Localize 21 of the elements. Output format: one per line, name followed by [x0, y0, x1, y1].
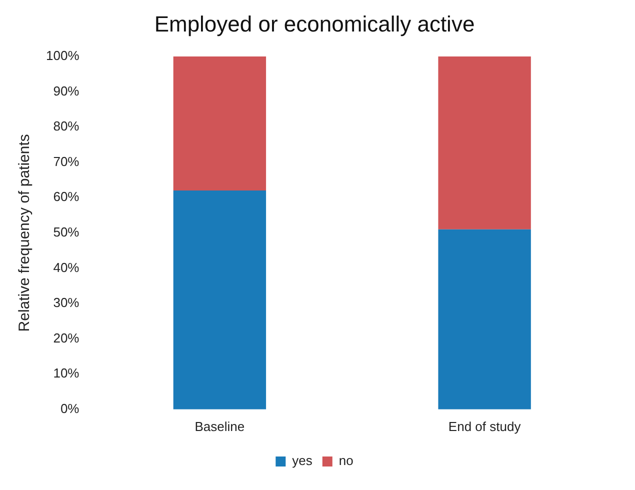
y-tick-label: 40%	[53, 260, 80, 275]
y-tick-label: 10%	[53, 366, 80, 381]
y-tick-label: 80%	[53, 118, 80, 134]
bar	[438, 56, 531, 230]
y-tick-label: 30%	[53, 295, 80, 310]
x-tick-label: Baseline	[194, 418, 245, 434]
bar	[173, 56, 266, 191]
y-tick-label: 70%	[53, 154, 80, 169]
x-tick-label: End of study	[448, 418, 522, 434]
bar	[173, 190, 266, 410]
bar	[438, 229, 531, 410]
y-tick-label: 50%	[53, 224, 80, 240]
y-tick-label: 60%	[53, 189, 80, 204]
legend-label: yes	[292, 453, 313, 468]
chart-title: Employed or economically active	[154, 11, 475, 36]
y-axis-title: Relative frequency of patients	[16, 134, 34, 332]
y-tick-label: 0%	[60, 400, 80, 416]
y-tick-label: 90%	[53, 83, 80, 98]
legend-label: no	[338, 453, 354, 468]
y-tick-label: 20%	[53, 330, 80, 346]
y-tick-label: 100%	[46, 48, 80, 63]
